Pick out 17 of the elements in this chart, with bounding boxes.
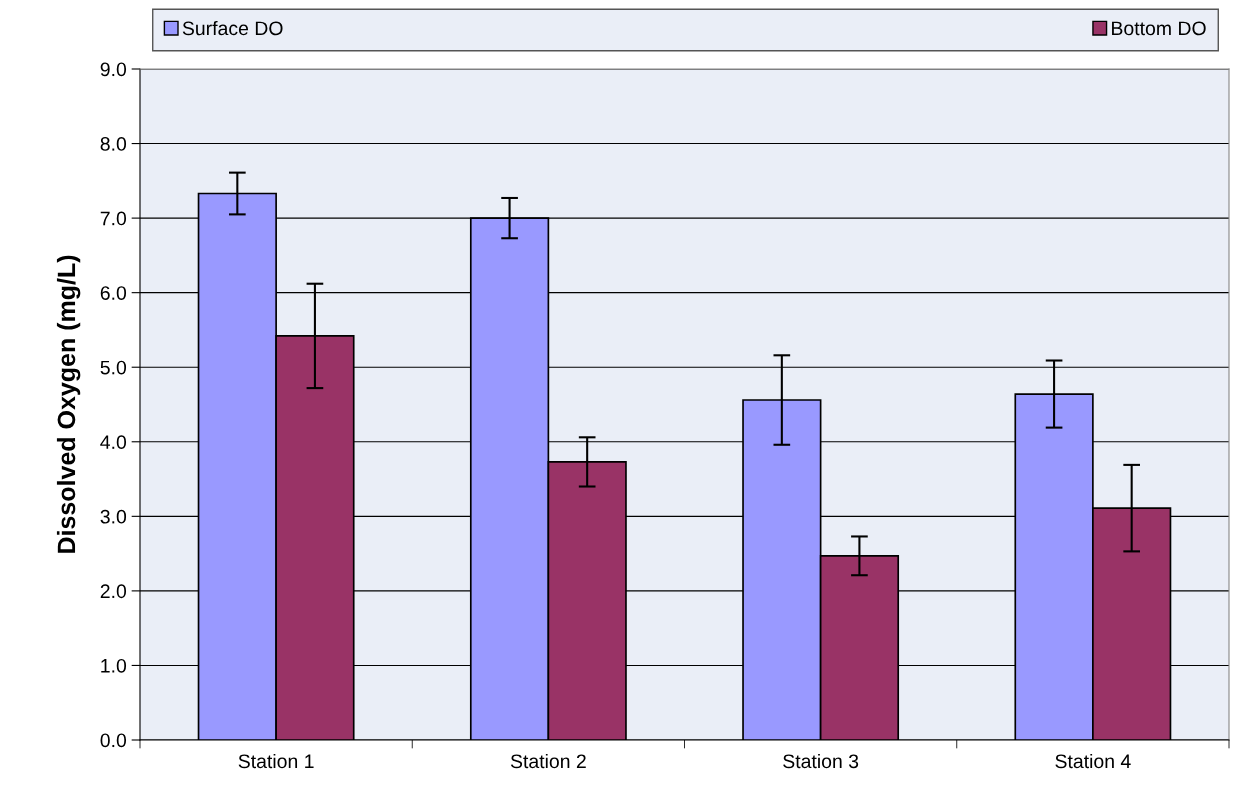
y-tick-label: 6.0 xyxy=(100,286,127,300)
y-tick-label: 9.0 xyxy=(100,62,127,77)
y-tick-label: 4.0 xyxy=(100,435,127,450)
y-tick-label: 3.0 xyxy=(100,509,127,524)
y-axis-title: Dissolved Oxygen (mg/L) xyxy=(56,255,81,553)
x-tick-label: Station 4 xyxy=(1055,753,1131,769)
y-tick-label: 1.0 xyxy=(101,658,127,673)
x-tick-label: Station 3 xyxy=(783,753,859,769)
legend-label: Surface DO xyxy=(182,20,283,36)
y-tick-label: 7.0 xyxy=(100,211,127,226)
legend-label: Bottom DO xyxy=(1112,21,1206,36)
y-tick-label: 2.0 xyxy=(100,584,127,599)
y-tick-label: 5.0 xyxy=(100,360,127,375)
y-tick-label: 0.0 xyxy=(100,733,127,748)
y-tick-label: 8.0 xyxy=(100,137,127,151)
x-tick-label: Station 1 xyxy=(238,753,314,769)
x-tick-label: Station 2 xyxy=(510,753,586,769)
